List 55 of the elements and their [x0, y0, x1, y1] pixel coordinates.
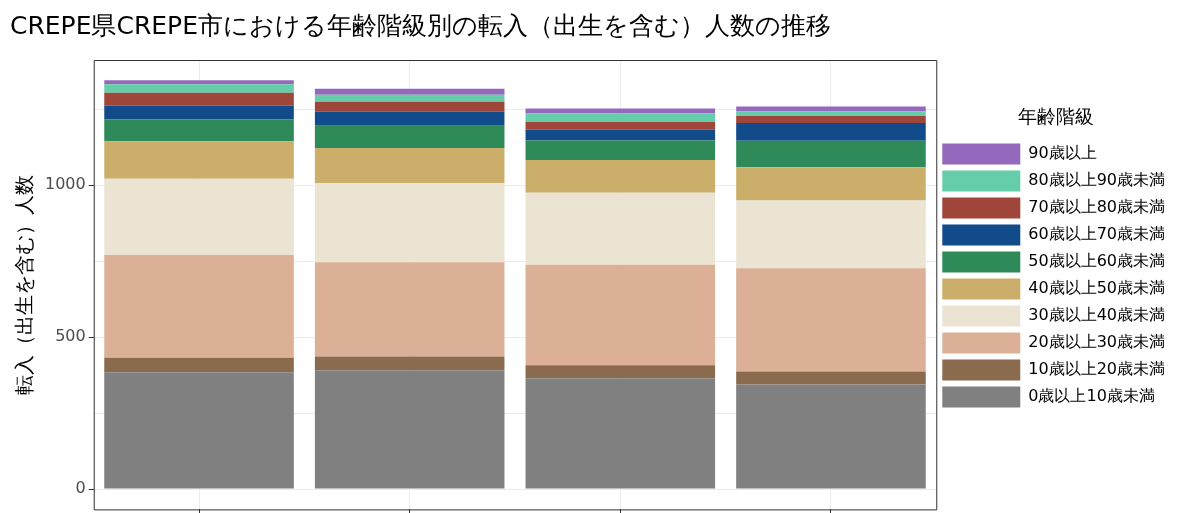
bar	[314, 370, 505, 489]
bar	[736, 268, 926, 372]
bar	[104, 105, 294, 120]
legend-label: 0歳以上10歳未満	[1028, 386, 1155, 406]
y-tick-label: 500	[55, 326, 86, 346]
y-axis-title: 転入（出生を含む）人数	[12, 174, 37, 395]
bar	[104, 357, 294, 373]
bar	[314, 111, 505, 126]
bar	[736, 140, 926, 168]
legend-label: 60歳以上70歳未満	[1028, 224, 1165, 244]
legend-label: 80歳以上90歳未満	[1028, 170, 1165, 190]
bar	[314, 101, 505, 112]
legend-label: 70歳以上80歳未満	[1028, 197, 1165, 217]
y-tick-label: 0	[75, 478, 86, 498]
bar	[736, 167, 926, 201]
bar	[525, 113, 716, 122]
legend-label: 50歳以上60歳未満	[1028, 251, 1165, 271]
bar	[314, 94, 505, 102]
bar	[104, 80, 294, 85]
bar	[736, 371, 926, 385]
bar	[525, 192, 716, 265]
legend-label: 90歳以上	[1028, 143, 1097, 163]
bar	[314, 262, 505, 357]
legend-label: 30歳以上40歳未満	[1028, 305, 1165, 325]
bar	[104, 178, 294, 256]
chart-title: CREPE県CREPE市における年齢階級別の転入（出生を含む）人数の推移	[10, 10, 831, 40]
bar	[104, 92, 294, 106]
bar	[525, 140, 716, 160]
bar	[525, 121, 716, 130]
bar	[736, 111, 926, 116]
legend-label: 20歳以上30歳未満	[1028, 332, 1165, 352]
bar	[736, 115, 926, 123]
bar	[314, 356, 505, 371]
bar	[525, 365, 716, 379]
bar	[736, 122, 926, 141]
bar	[314, 125, 505, 149]
bar	[314, 148, 505, 184]
legend-title: 年齢階級	[1017, 105, 1094, 128]
bar	[104, 255, 294, 358]
bar	[525, 129, 716, 141]
legend-label: 40歳以上50歳未満	[1028, 278, 1165, 298]
bar	[525, 378, 716, 489]
bar	[104, 141, 294, 179]
legend-label: 10歳以上20歳未満	[1028, 359, 1165, 379]
bar	[314, 88, 505, 95]
bar	[104, 84, 294, 93]
bar	[104, 372, 294, 489]
bar	[525, 159, 716, 193]
bar	[736, 200, 926, 269]
bar	[736, 106, 926, 112]
bar	[736, 384, 926, 489]
y-tick-label: 1000	[45, 174, 86, 194]
bar	[525, 264, 716, 366]
bar	[104, 119, 294, 142]
bar	[314, 183, 505, 263]
